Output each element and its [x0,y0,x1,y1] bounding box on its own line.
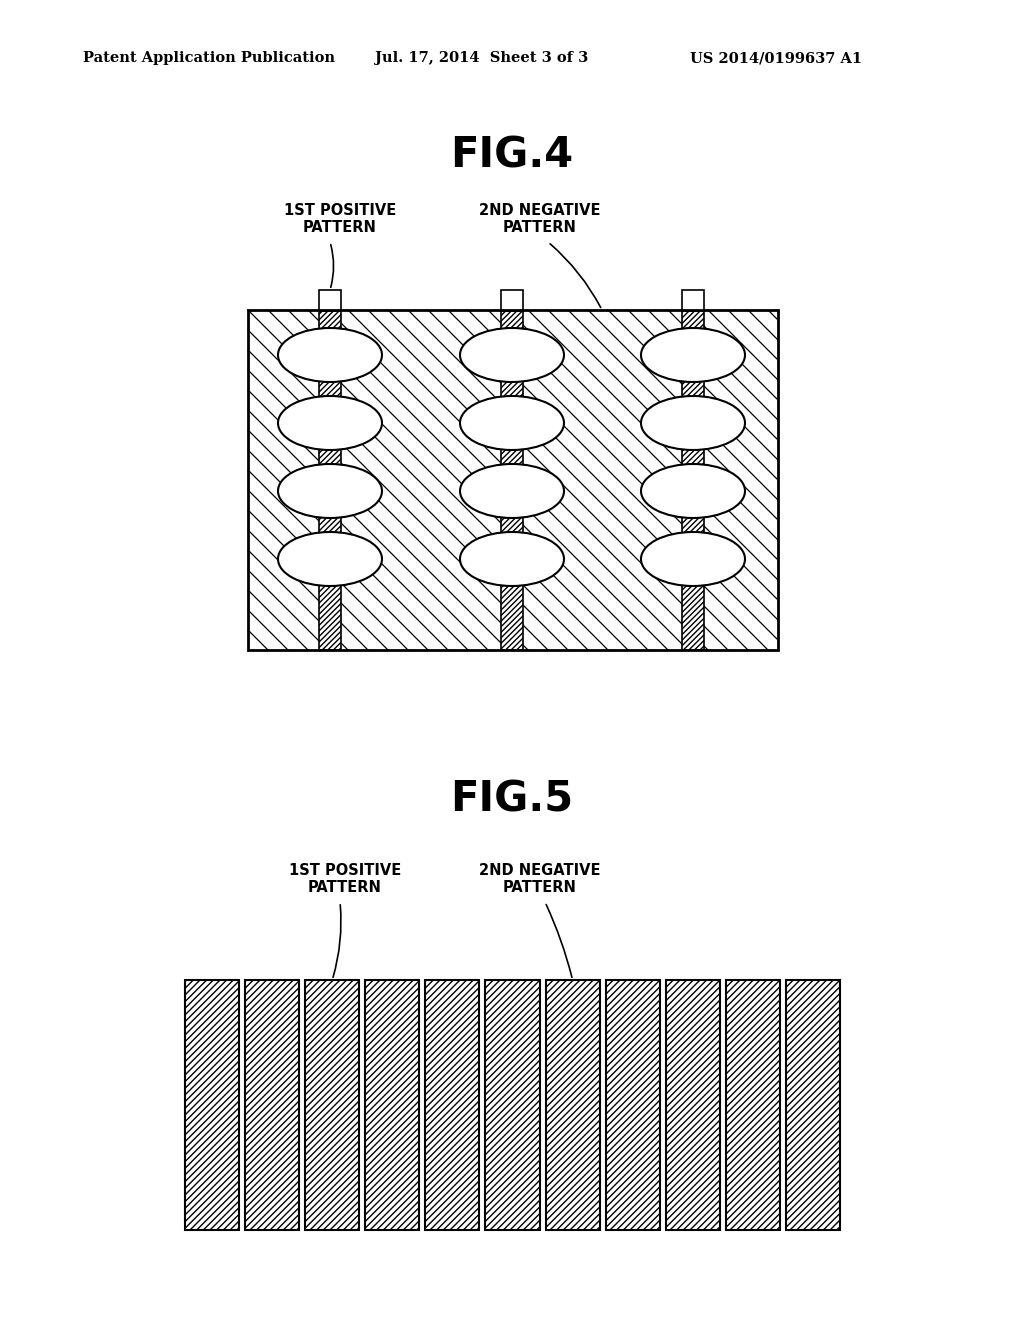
Ellipse shape [460,327,564,381]
Bar [425,979,479,1230]
Text: 2ND NEGATIVE
PATTERN: 2ND NEGATIVE PATTERN [479,202,601,235]
Ellipse shape [460,465,564,517]
Bar [501,290,523,312]
Bar [726,979,780,1230]
Ellipse shape [278,396,382,450]
Ellipse shape [278,327,382,381]
Bar [546,979,600,1230]
Text: 1ST POSITIVE
PATTERN: 1ST POSITIVE PATTERN [284,202,396,235]
Bar [501,310,523,649]
Bar [305,979,359,1230]
Ellipse shape [460,532,564,586]
Bar [185,979,239,1230]
Bar [248,310,778,649]
Bar [726,979,780,1230]
Bar [366,979,420,1230]
Bar [682,290,705,312]
Bar [245,979,299,1230]
Ellipse shape [641,465,745,517]
Text: FIG.5: FIG.5 [451,779,573,821]
Text: Patent Application Publication: Patent Application Publication [83,51,335,65]
Bar [319,310,341,649]
Bar [366,979,420,1230]
Bar [305,979,359,1230]
Text: 2ND NEGATIVE
PATTERN: 2ND NEGATIVE PATTERN [479,862,601,895]
Bar [185,979,239,1230]
Bar [546,979,600,1230]
Bar [605,979,659,1230]
Text: Jul. 17, 2014  Sheet 3 of 3: Jul. 17, 2014 Sheet 3 of 3 [375,51,588,65]
Bar [605,979,659,1230]
Bar [319,290,341,312]
Bar [726,979,780,1230]
Bar [682,310,705,649]
Bar [248,310,778,649]
Bar [245,979,299,1230]
Bar [245,979,299,1230]
Text: 1ST POSITIVE
PATTERN: 1ST POSITIVE PATTERN [289,862,401,895]
Text: US 2014/0199637 A1: US 2014/0199637 A1 [690,51,862,65]
Bar [425,979,479,1230]
Bar [785,979,840,1230]
Bar [305,979,359,1230]
Bar [666,979,720,1230]
Bar [501,310,523,649]
Ellipse shape [460,396,564,450]
Bar [682,310,705,649]
Ellipse shape [278,532,382,586]
Bar [319,310,341,649]
Ellipse shape [641,396,745,450]
Bar [501,310,523,649]
Bar [366,979,420,1230]
Bar [666,979,720,1230]
Bar [546,979,600,1230]
Bar [485,979,540,1230]
Bar [605,979,659,1230]
Ellipse shape [641,327,745,381]
Text: FIG.4: FIG.4 [451,135,573,176]
Bar [785,979,840,1230]
Bar [485,979,540,1230]
Ellipse shape [641,532,745,586]
Bar [185,979,239,1230]
Bar [319,310,341,649]
Bar [485,979,540,1230]
Bar [666,979,720,1230]
Ellipse shape [278,465,382,517]
Bar [682,310,705,649]
Bar [785,979,840,1230]
Bar [425,979,479,1230]
